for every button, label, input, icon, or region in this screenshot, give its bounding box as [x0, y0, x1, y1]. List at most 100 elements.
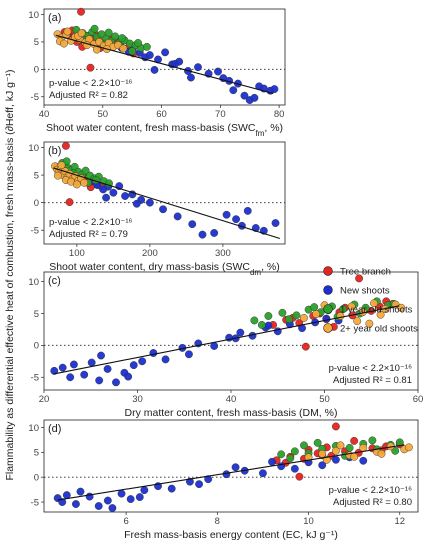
- data-point: [111, 32, 120, 41]
- data-point: [268, 457, 276, 466]
- data-point: [85, 492, 94, 501]
- data-point: [194, 63, 202, 72]
- panel-label: (d): [48, 423, 61, 435]
- data-point: [259, 469, 267, 478]
- x-tick-label: 60: [156, 109, 167, 120]
- data-point: [264, 312, 273, 320]
- legend-label: New shoots: [340, 286, 390, 297]
- data-point: [222, 470, 231, 479]
- scatter-panel-2: 100 200 300 -5 0 5 10 (b) p-value < 2.2×10⁻¹⁶Adj…: [28, 141, 286, 277]
- data-point: [292, 311, 301, 320]
- legend-label: 1 year old shoots: [340, 305, 413, 316]
- y-tick-label: -5: [31, 92, 39, 103]
- y-tick-label: 10: [28, 10, 39, 21]
- data-point: [69, 360, 78, 369]
- scatter-panel-3: 20 30 40 50 60 -5 0 5 10 (c) p-value < 2.2×10⁻¹⁶Ad…: [28, 271, 424, 419]
- legend-label: 2+ year old shoots: [340, 324, 418, 335]
- data-point: [376, 310, 385, 319]
- data-point: [129, 361, 138, 370]
- data-point: [365, 319, 374, 328]
- data-point: [347, 302, 356, 311]
- data-point: [60, 39, 68, 48]
- legend-item-tree-branch: Tree branch: [323, 266, 391, 278]
- data-point: [150, 65, 159, 74]
- y-tick-label: 10: [28, 423, 39, 434]
- x-tick-label: 40: [39, 109, 50, 120]
- data-point: [240, 91, 249, 100]
- data-point: [124, 372, 133, 381]
- data-point: [397, 303, 406, 312]
- y-tick-label: 0: [34, 341, 39, 352]
- y-tick-label: 0: [34, 65, 39, 76]
- data-point: [108, 504, 117, 512]
- y-tick-label: 5: [34, 37, 39, 48]
- y-tick-label: 5: [34, 170, 39, 181]
- shared-y-axis-title: Flammability as differential effective h…: [4, 69, 16, 480]
- data-point: [195, 480, 203, 489]
- p-value-text: p-value < 2.2×10⁻¹⁶: [329, 363, 412, 374]
- data-point: [313, 438, 322, 447]
- data-point: [310, 303, 319, 312]
- data-point: [145, 198, 154, 207]
- data-point: [257, 321, 266, 329]
- series-2-year-old-shoots: [51, 161, 89, 189]
- data-point: [103, 365, 112, 373]
- x-tick-label: 100: [69, 248, 85, 259]
- panel-label: (b): [48, 145, 61, 157]
- data-point: [331, 455, 340, 464]
- data-point: [140, 486, 149, 495]
- data-point: [119, 44, 128, 53]
- y-tick-label: -5: [31, 373, 39, 384]
- adjusted-r2-text: Adjusted R² = 0.81: [333, 375, 412, 386]
- data-point: [90, 24, 99, 33]
- data-point: [80, 370, 89, 379]
- adjusted-r2-text: Adjusted R² = 0.82: [49, 90, 128, 101]
- data-point: [355, 274, 364, 283]
- data-point: [236, 328, 245, 337]
- data-point: [58, 363, 67, 372]
- data-point: [86, 63, 95, 72]
- data-point: [264, 321, 273, 330]
- x-tick-label: 200: [142, 248, 158, 259]
- x-tick-label: 10: [303, 516, 314, 527]
- legend-marker: [323, 285, 333, 295]
- data-point: [66, 373, 75, 382]
- data-point: [204, 475, 213, 484]
- data-point: [350, 436, 359, 445]
- data-point: [345, 443, 354, 452]
- data-point: [370, 299, 378, 308]
- data-point: [285, 315, 293, 324]
- x-tick-label: 8: [215, 516, 220, 527]
- data-point: [404, 443, 413, 452]
- data-point: [118, 34, 127, 42]
- data-point: [300, 441, 308, 450]
- y-tick-label: 10: [28, 277, 39, 288]
- x-axis-title: Dry matter content, fresh mass-basis (DM…: [125, 407, 338, 419]
- x-tick-label: 60: [413, 394, 424, 405]
- series-new-shoots: [89, 177, 280, 239]
- data-point: [126, 495, 135, 503]
- data-point: [95, 376, 104, 385]
- data-point: [301, 342, 310, 351]
- data-point: [72, 180, 81, 189]
- data-point: [286, 454, 295, 463]
- data-point: [304, 453, 313, 462]
- data-point: [277, 450, 286, 459]
- series-new-shoots: [117, 44, 279, 104]
- data-point: [161, 355, 170, 364]
- data-point: [77, 7, 85, 16]
- data-point: [243, 206, 252, 215]
- panel-label: (a): [48, 12, 61, 24]
- data-point: [350, 452, 359, 461]
- x-tick-label: 6: [123, 516, 128, 527]
- data-point: [278, 308, 287, 317]
- data-point: [229, 86, 238, 95]
- x-tick-label: 40: [226, 394, 237, 405]
- legend-item-new-shoots: New shoots: [323, 285, 390, 297]
- data-point: [138, 357, 147, 366]
- data-point: [58, 498, 67, 506]
- x-axis-title: Fresh mass-basis energy content (EC, kJ …: [124, 529, 338, 541]
- data-point: [231, 463, 240, 472]
- scatter-panel-4: 6 8 10 12 -5 0 5 10 (d) p-value < 2.2×10⁻¹⁶Adjust…: [28, 419, 419, 541]
